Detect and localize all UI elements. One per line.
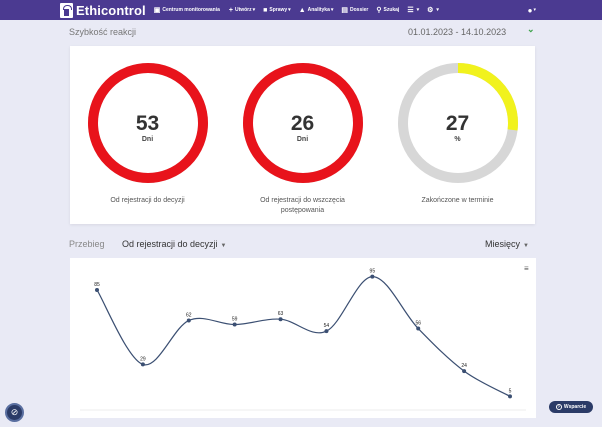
user-icon: ●: [527, 5, 533, 15]
data-point[interactable]: [370, 274, 375, 279]
data-point[interactable]: [462, 369, 467, 374]
gear-icon: ⚙: [427, 7, 434, 14]
data-label: 63: [278, 311, 284, 317]
data-point[interactable]: [324, 329, 329, 334]
data-point[interactable]: [232, 322, 237, 327]
data-label: 24: [461, 363, 467, 369]
kpi-registration-to-proceedings: 26 Dni Od rejestracji do wszczęcia postę…: [225, 46, 380, 224]
ethicontrol-logo-icon: [60, 2, 73, 18]
period-dropdown[interactable]: Miesięcy ▼: [485, 239, 529, 249]
kpi-card: 53 Dni Od rejestracji do decyzji 26 Dni …: [70, 46, 535, 224]
kpi-unit: %: [454, 136, 461, 143]
data-point[interactable]: [186, 318, 191, 323]
data-point[interactable]: [95, 287, 99, 292]
chart-icon: ▲: [298, 6, 306, 14]
metric-dropdown[interactable]: Od rejestracji do decyzji ▼: [122, 239, 227, 249]
support-button[interactable]: ? Wsparcie: [549, 401, 593, 413]
data-label: 5: [509, 388, 512, 394]
top-navbar: Ethicontrol ▣ Centrum monitorowania + Ut…: [0, 0, 602, 20]
chevron-down-icon: ▾: [252, 7, 256, 13]
data-label: 54: [324, 323, 330, 329]
data-point[interactable]: [140, 362, 145, 367]
chart-card: [70, 258, 536, 418]
brand-name: Ethicontrol: [76, 2, 146, 18]
chevron-down-icon: ▾: [533, 7, 536, 13]
series-line: [96, 276, 511, 397]
data-label: 59: [232, 317, 238, 323]
brand-logo[interactable]: Ethicontrol: [60, 0, 146, 20]
kpi-ring: [398, 63, 518, 183]
chevron-down-icon: ▾: [416, 7, 420, 13]
data-label: 85: [94, 282, 100, 288]
plus-icon: +: [228, 6, 233, 14]
kpi-completed-on-time: 27 % Zakończone w terminie: [380, 46, 535, 224]
dossier-icon: ▤: [341, 7, 348, 14]
help-widget-icon[interactable]: ⊘: [5, 403, 24, 422]
kpi-ring: [88, 63, 208, 183]
nav-item-cases[interactable]: ■ Sprawy ▾: [263, 6, 291, 14]
kpi-value: 53: [135, 112, 160, 135]
kpi-value: 26: [290, 112, 315, 135]
nav-item-settings[interactable]: ⚙ ▾: [427, 6, 439, 14]
chevron-down-icon: ▾: [288, 7, 291, 13]
nav-item-search[interactable]: ⚲ Szukaj: [376, 7, 400, 14]
nav-item-analytics[interactable]: ▲ Analityka ▾: [298, 6, 334, 14]
question-icon: ?: [555, 404, 562, 410]
trend-label: Przebieg: [69, 239, 105, 249]
collapse-chevron-icon[interactable]: ⌄: [527, 24, 535, 34]
data-point[interactable]: [508, 394, 512, 399]
kpi-label: Od rejestracji do decyzji: [110, 197, 185, 204]
nav-item-create[interactable]: + Utwórz ▾: [228, 6, 256, 14]
chevron-down-icon: ▾: [436, 7, 439, 13]
nav-item-monitoring[interactable]: ▣ Centrum monitorowania: [153, 7, 220, 14]
chevron-down-icon: ▼: [220, 243, 227, 249]
data-point[interactable]: [416, 326, 421, 331]
nav-item-list-menu[interactable]: ☰ ▾: [407, 6, 419, 14]
trend-line-chart: 85 29 62 59 63 54 95 56 24 5: [80, 269, 526, 411]
data-label: 29: [140, 356, 146, 362]
section-title: Szybkość reakcji: [69, 27, 137, 37]
monitor-icon: ▣: [153, 7, 161, 14]
chart-menu-icon[interactable]: ≡: [524, 264, 529, 273]
data-label: 56: [415, 321, 421, 327]
user-menu[interactable]: ● ▾: [528, 0, 536, 20]
list-icon: ☰: [407, 7, 414, 14]
kpi-label: Od rejestracji do wszczęcia postępowania: [260, 197, 345, 214]
chevron-down-icon: ▼: [523, 243, 529, 249]
briefcase-icon: ■: [263, 6, 268, 14]
kpi-unit: Dni: [141, 136, 154, 143]
data-label: 62: [186, 313, 192, 319]
chevron-down-icon: ▾: [330, 7, 334, 13]
kpi-unit: Dni: [296, 136, 309, 143]
kpi-ring: [243, 63, 363, 183]
kpi-value: 27: [445, 112, 470, 135]
kpi-registration-to-decision: 53 Dni Od rejestracji do decyzji: [70, 46, 225, 224]
date-range[interactable]: 01.01.2023 - 14.10.2023: [408, 27, 507, 37]
data-point[interactable]: [278, 317, 283, 322]
kpi-label: Zakończone w terminie: [421, 197, 494, 204]
nav-item-dossier[interactable]: ▤ Dossier: [341, 7, 369, 14]
search-icon: ⚲: [376, 7, 382, 14]
data-label: 95: [370, 269, 376, 275]
